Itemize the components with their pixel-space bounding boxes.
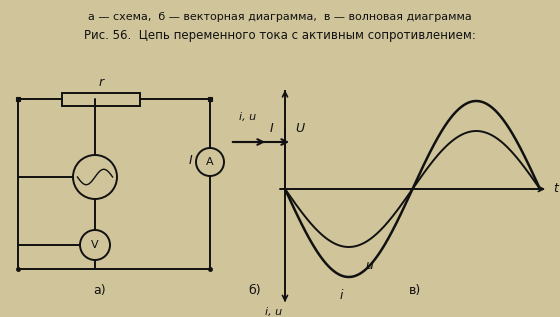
- Text: u: u: [365, 259, 373, 272]
- Circle shape: [80, 230, 110, 260]
- Text: Рис. 56.  Цепь переменного тока с активным сопротивлением:: Рис. 56. Цепь переменного тока с активны…: [84, 29, 476, 42]
- Text: i: i: [340, 289, 343, 302]
- Bar: [62, 93, 140, 106]
- Text: U: U: [295, 122, 304, 135]
- Text: б): б): [249, 284, 262, 297]
- Text: i, u: i, u: [240, 112, 256, 122]
- Text: A: A: [206, 157, 214, 167]
- Text: i, u: i, u: [265, 307, 282, 317]
- Text: t: t: [553, 183, 558, 196]
- Circle shape: [73, 155, 117, 199]
- Text: а — схема,  б — векторная диаграмма,  в — волновая диаграмма: а — схема, б — векторная диаграмма, в — …: [88, 12, 472, 22]
- Text: V: V: [91, 240, 99, 250]
- Text: I: I: [188, 153, 192, 166]
- Circle shape: [196, 148, 224, 176]
- Text: I: I: [270, 122, 274, 135]
- Text: а): а): [94, 284, 106, 297]
- Text: в): в): [409, 284, 421, 297]
- Text: r: r: [99, 76, 104, 89]
